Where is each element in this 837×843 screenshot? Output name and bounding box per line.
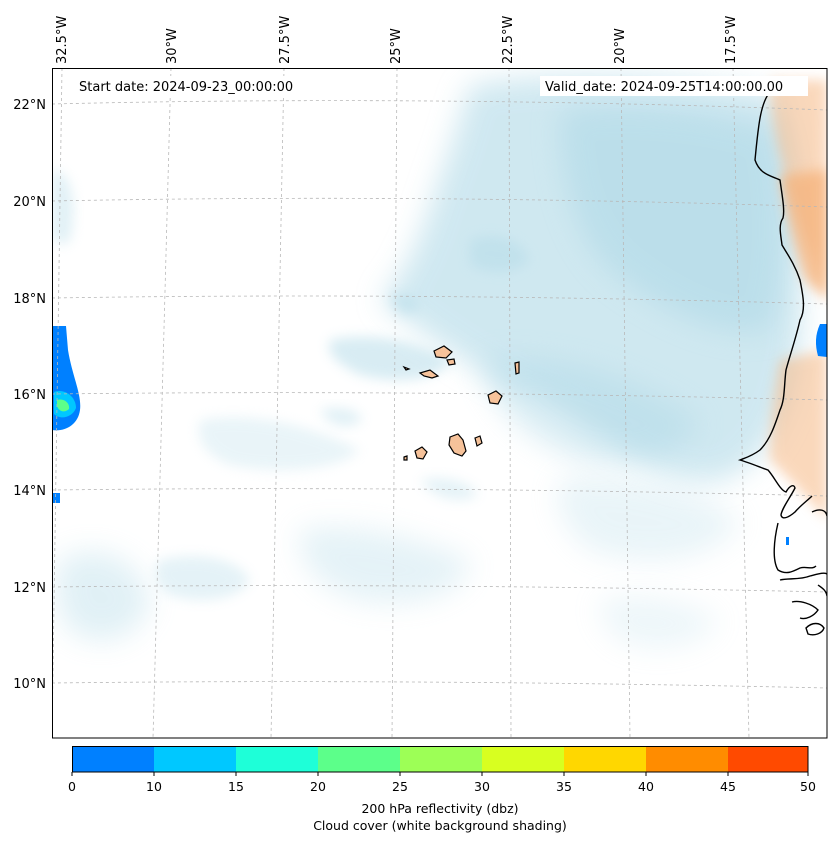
colorbar-tick-label: 15 (228, 779, 244, 794)
valid-date-box: Valid_date: 2024-09-25T14:00:00.00 (540, 76, 808, 96)
lon-label: 20°W (613, 28, 628, 64)
reflectivity-patches (52, 324, 827, 545)
colorbar-segment (400, 746, 482, 772)
colorbar-tick-label: 20 (310, 779, 326, 794)
cloud-cover-shading (52, 76, 802, 649)
colorbar-segment (646, 746, 728, 772)
colorbar-sublabel: Cloud cover (white background shading) (313, 818, 567, 833)
map-frame (52, 68, 828, 739)
colorbar: 0 10 15 20 25 30 35 40 45 50 200 hPa ref… (68, 746, 816, 833)
island-fogo (414, 446, 428, 460)
lat-label: 14°N (13, 484, 46, 499)
island-brava (403, 455, 408, 461)
colorbar-outline (72, 746, 809, 773)
reflectivity-patch-max (57, 399, 70, 412)
lat-label: 12°N (13, 581, 46, 596)
colorbar-tick-label: 30 (474, 779, 490, 794)
lon-label: 17.5°W (724, 16, 739, 64)
island-sao-vicente (446, 358, 456, 366)
lon-label: 22.5°W (501, 16, 516, 64)
graticule (52, 68, 827, 738)
lon-label: 27.5°W (278, 16, 293, 64)
colorbar-tick-label: 40 (638, 779, 654, 794)
latitude-labels: 22°N 20°N 18°N 16°N 14°N 12°N 10°N (13, 98, 46, 692)
colorbar-tick-label: 0 (68, 779, 76, 794)
start-date-box: Start date: 2024-09-23_00:00:00 (74, 76, 314, 96)
colorbar-segment (72, 746, 154, 772)
valid-date-label: Valid_date: 2024-09-25T14:00:00.00 (545, 80, 783, 95)
lon-label: 25°W (389, 28, 404, 64)
lat-label: 22°N (13, 98, 46, 113)
colorbar-segment (318, 746, 400, 772)
colorbar-segment (154, 746, 236, 772)
map-panel (52, 68, 827, 738)
reflectivity-patch-east (815, 324, 827, 357)
colorbar-segment (564, 746, 646, 772)
colorbar-segment (236, 746, 318, 772)
island-maio (474, 435, 483, 447)
colorbar-tick-label: 10 (146, 779, 162, 794)
lat-label: 10°N (13, 677, 46, 692)
lon-label: 32.5°W (55, 16, 70, 64)
colorbar-tick-label: 25 (392, 779, 408, 794)
lat-label: 18°N (13, 292, 46, 307)
reflectivity-patch-small (52, 493, 60, 503)
island-santo-antao (433, 345, 453, 359)
colorbar-label: 200 hPa reflectivity (dbz) (361, 801, 518, 816)
lat-label: 20°N (13, 195, 46, 210)
reflectivity-patch-gambia (786, 537, 789, 545)
island-santiago (448, 433, 467, 457)
island-sao-nicolau (418, 369, 440, 379)
lat-label: 16°N (13, 388, 46, 403)
start-date-label: Start date: 2024-09-23_00:00:00 (79, 80, 293, 95)
island-sal (514, 361, 520, 375)
colorbar-tick-label: 50 (800, 779, 816, 794)
island-santa-luzia (402, 365, 411, 371)
lon-label: 30°W (165, 28, 180, 64)
colorbar-segment (482, 746, 564, 772)
colorbar-segment (728, 746, 808, 772)
longitude-labels: 32.5°W 30°W 27.5°W 25°W 22.5°W 20°W 17.5… (55, 16, 739, 64)
colorbar-ticks (71, 772, 809, 776)
cape-verde-islands (402, 345, 520, 461)
island-boa-vista (487, 390, 503, 405)
colorbar-tick-label: 35 (556, 779, 572, 794)
colorbar-tick-label: 45 (720, 779, 736, 794)
